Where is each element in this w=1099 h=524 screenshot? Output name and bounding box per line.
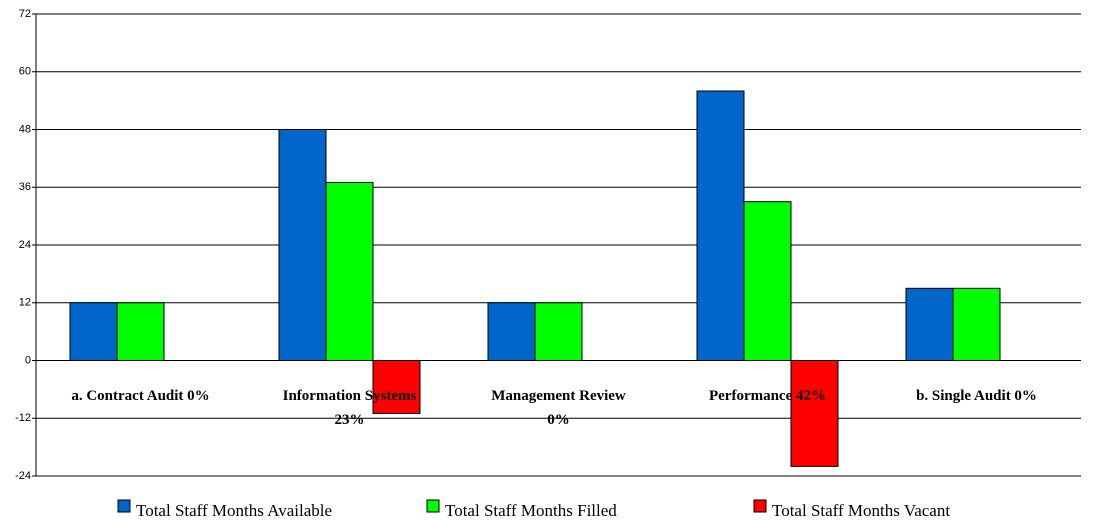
y-tick-label: -12 (15, 412, 31, 424)
y-tick-label: 36 (19, 181, 31, 193)
legend-swatch (426, 499, 440, 513)
bar (69, 302, 118, 361)
legend-swatch (117, 499, 131, 513)
legend-label: Total Staff Months Vacant (772, 501, 950, 520)
bar (534, 302, 583, 361)
bar (905, 287, 954, 361)
y-tick-label: -24 (15, 470, 31, 482)
bar (743, 201, 792, 361)
x-tick-label: b. Single Audit 0% (916, 387, 1037, 404)
x-tick-label: Management Review 0% (491, 387, 626, 428)
legend-swatch (753, 499, 767, 513)
bar (325, 181, 374, 361)
x-tick-label: Performance 42% (708, 387, 827, 404)
y-tick-label: 48 (19, 123, 31, 135)
bar (696, 90, 745, 361)
x-tick-label: Information Systems 23% (282, 387, 417, 428)
legend-label: Total Staff Months Available (136, 501, 332, 520)
y-tick-label: 12 (19, 297, 31, 309)
bar (278, 129, 327, 361)
bar (790, 360, 839, 467)
legend-label: Total Staff Months Filled (445, 501, 617, 520)
x-tick-label: a. Contract Audit 0% (71, 387, 210, 404)
bar (487, 302, 536, 361)
y-tick-label: 0 (25, 354, 31, 366)
y-tick-label: 24 (19, 239, 31, 251)
y-tick-label: 72 (19, 8, 31, 20)
bar (372, 360, 421, 414)
bar (952, 287, 1001, 361)
y-tick-label: 60 (19, 66, 31, 78)
bar (116, 302, 165, 361)
